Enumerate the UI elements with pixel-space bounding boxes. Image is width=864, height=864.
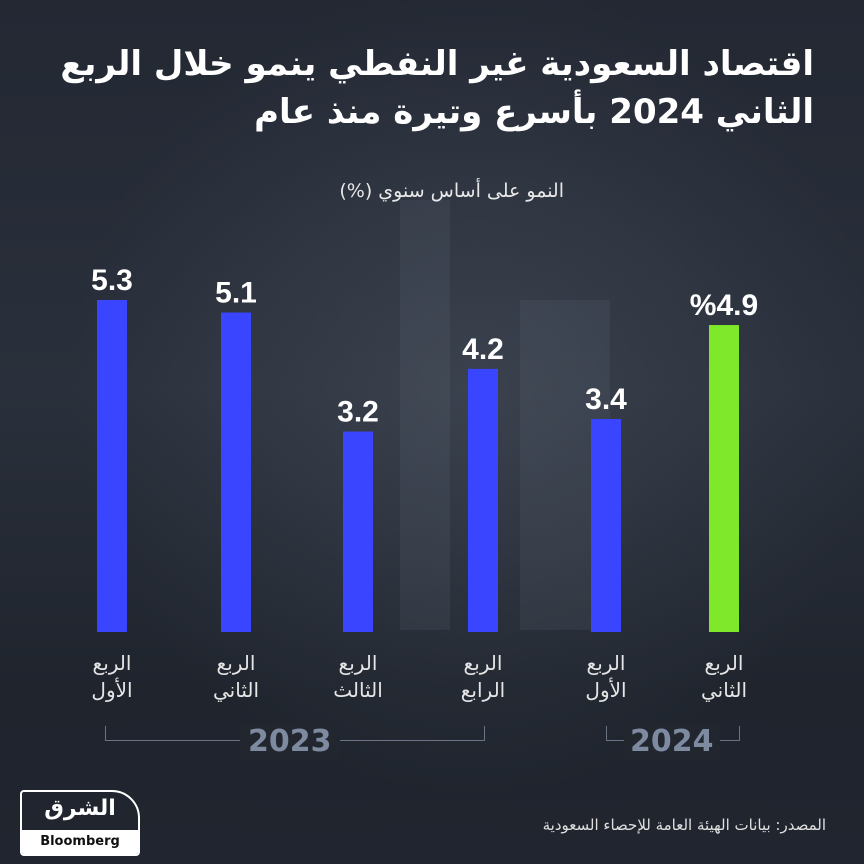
x-tick-label-line: الأول bbox=[91, 678, 133, 702]
data-label: 4.2 bbox=[462, 333, 504, 366]
data-label: 3.2 bbox=[337, 396, 379, 429]
y-axis-label: النمو على أساس سنوي (%) bbox=[339, 180, 564, 202]
x-tick-label-line: الربع bbox=[586, 651, 626, 675]
x-tick-label-line: الربع bbox=[338, 651, 378, 675]
x-tick-label-line: الثاني bbox=[212, 678, 259, 702]
year-label-2024: 2024 bbox=[624, 724, 720, 759]
x-tick-label: الربع الرابع bbox=[423, 650, 543, 704]
bar bbox=[343, 431, 373, 632]
x-tick-label: الربع الأول bbox=[546, 650, 666, 704]
x-tick-label-line: الربع bbox=[92, 651, 132, 675]
logo-partner: Bloomberg bbox=[22, 830, 138, 854]
bar bbox=[221, 312, 251, 632]
bar bbox=[591, 419, 621, 632]
x-tick-label: الربع الأول bbox=[52, 650, 172, 704]
year-label-2023: 2023 bbox=[240, 724, 340, 759]
bar bbox=[709, 325, 739, 632]
x-tick-label: الربع الثاني bbox=[664, 650, 784, 704]
source-note: المصدر: بيانات الهيئة العامة للإحصاء الس… bbox=[542, 816, 826, 834]
data-label: 3.4 bbox=[585, 383, 627, 416]
x-tick-label-line: الرابع bbox=[460, 678, 506, 702]
x-tick-label-line: الأول bbox=[585, 678, 627, 702]
x-tick-label-line: الربع bbox=[463, 651, 503, 675]
data-label: 5.3 bbox=[91, 264, 133, 297]
x-tick-label-line: الثاني bbox=[700, 678, 747, 702]
x-tick-label: الربع الثاني bbox=[176, 650, 296, 704]
asharq-bloomberg-logo: الشرق Bloomberg bbox=[20, 790, 140, 856]
x-tick-label-line: الربع bbox=[216, 651, 256, 675]
chart-title: اقتصاد السعودية غير النفطي ينمو خلال الر… bbox=[60, 44, 814, 132]
logo-brand: الشرق bbox=[44, 796, 116, 821]
x-tick-label-line: الربع bbox=[704, 651, 744, 675]
data-label: 5.1 bbox=[215, 277, 257, 310]
background-tower bbox=[400, 200, 450, 630]
x-tick-label-line: الثالث bbox=[333, 678, 383, 702]
x-tick-label: الربع الثالث bbox=[298, 650, 418, 704]
data-label: %4.9 bbox=[690, 289, 758, 322]
bar bbox=[468, 368, 498, 632]
bar bbox=[97, 300, 127, 632]
